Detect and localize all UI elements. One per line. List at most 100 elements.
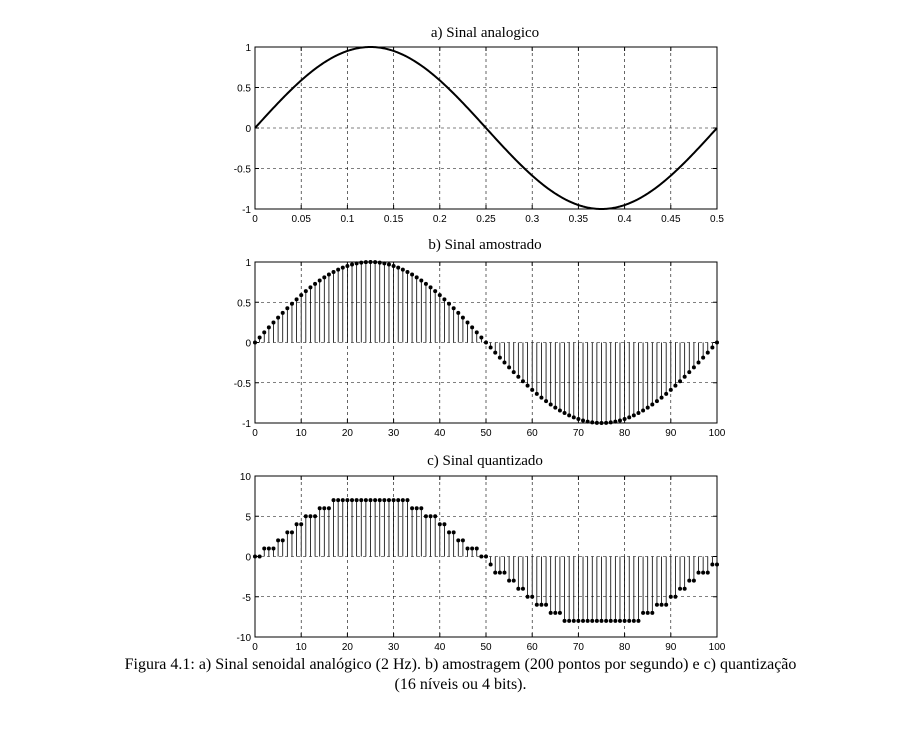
stem-marker (562, 618, 567, 623)
y-tick-label: 0.5 (237, 84, 251, 95)
stem-marker (331, 498, 336, 503)
stem-marker (303, 289, 308, 294)
stem-marker (423, 514, 428, 519)
stem-marker (548, 610, 553, 615)
stem-marker (581, 618, 586, 623)
stem-marker (447, 301, 452, 306)
stem-marker (437, 522, 442, 527)
stem-marker (340, 265, 345, 270)
stem-marker (650, 402, 655, 407)
stem-marker (280, 538, 285, 543)
stem-marker (257, 335, 262, 340)
x-tick-label: 40 (434, 428, 446, 439)
stem-marker (437, 293, 442, 298)
panel-a-grid (254, 46, 718, 210)
stem-marker (705, 570, 710, 575)
stem-marker (567, 618, 572, 623)
stem-marker (470, 546, 475, 551)
x-tick-label: 30 (388, 428, 400, 439)
figure: a) Sinal analogico 0 0.05 0.1 0.15 0.2 0… (234, 25, 726, 650)
stem-marker (391, 263, 396, 268)
stem-marker (604, 618, 609, 623)
stem-marker (544, 399, 549, 404)
stem-marker (539, 395, 544, 400)
stem-marker (262, 546, 267, 551)
x-tick-label: 50 (480, 428, 492, 439)
stem-marker (442, 522, 447, 527)
stem-marker (497, 570, 502, 575)
stem-marker (576, 417, 581, 422)
x-tick-label: 70 (573, 642, 585, 650)
stem-marker (696, 570, 701, 575)
y-tick-label: 0 (245, 553, 251, 564)
stem-marker (641, 610, 646, 615)
panel-c-series (253, 498, 719, 623)
stem-marker (668, 594, 673, 599)
panel-b-title: b) Sinal amostrado (428, 237, 541, 253)
stem-marker (382, 498, 387, 503)
x-tick-label: 70 (573, 428, 585, 439)
stem-marker (613, 419, 618, 424)
stem-marker (460, 315, 465, 320)
stem-marker (687, 370, 692, 375)
stem-marker (604, 420, 609, 425)
stem-marker (396, 498, 401, 503)
stem-marker (386, 498, 391, 503)
stem-marker (363, 498, 368, 503)
stem-marker (631, 618, 636, 623)
stem-marker (400, 498, 405, 503)
panel-a-title: a) Sinal analogico (431, 25, 539, 41)
panel-a: a) Sinal analogico 0 0.05 0.1 0.15 0.2 0… (234, 25, 725, 225)
stem-marker (507, 365, 512, 370)
stem-marker (414, 506, 419, 511)
stem-marker (479, 335, 484, 340)
stem-marker (502, 360, 507, 365)
stem-marker (562, 411, 567, 416)
panel-a-series (254, 45, 718, 211)
x-tick-label: 20 (342, 428, 354, 439)
stem-marker (641, 408, 646, 413)
stem-marker (456, 310, 461, 315)
stem-marker (571, 618, 576, 623)
stem-marker (608, 420, 613, 425)
stem-marker (396, 265, 401, 270)
stem-marker (340, 498, 345, 503)
stem-marker (581, 418, 586, 423)
y-tick-label: -0.5 (234, 379, 252, 390)
stem-marker (359, 260, 364, 265)
stem-marker (368, 498, 373, 503)
stem-marker (350, 498, 355, 503)
x-tick-label: 100 (709, 642, 726, 650)
stem-marker (447, 530, 452, 535)
panel-b-x-ticks: 0 10 20 30 40 50 60 70 80 90 100 (252, 428, 726, 439)
stem-marker (484, 554, 488, 559)
stem-marker (544, 602, 549, 607)
x-tick-label: 0 (252, 214, 258, 225)
stem-marker (354, 498, 359, 503)
panel-b-series (253, 260, 719, 425)
stem-marker (682, 374, 687, 379)
stem-marker (622, 618, 627, 623)
stem-marker (488, 345, 493, 350)
stem-marker (520, 586, 525, 591)
x-tick-label: 0.4 (618, 214, 632, 225)
stem-marker (285, 530, 290, 535)
stem-marker (423, 281, 428, 286)
stem-marker (673, 594, 678, 599)
y-tick-label: 0 (245, 339, 251, 350)
x-tick-label: 0.45 (661, 214, 681, 225)
stem-marker (622, 417, 627, 422)
stem-marker (617, 418, 622, 423)
x-tick-label: 0 (252, 642, 258, 650)
x-tick-label: 0.3 (525, 214, 539, 225)
stem-marker (326, 506, 331, 511)
stem-marker (520, 379, 525, 384)
stem-marker (668, 387, 673, 392)
stem-marker (687, 578, 692, 583)
y-tick-label: -10 (237, 633, 252, 644)
x-tick-label: 0.35 (569, 214, 589, 225)
stem-marker (599, 618, 604, 623)
stem-marker (345, 263, 350, 268)
x-tick-label: 90 (665, 428, 677, 439)
stem-marker (691, 365, 696, 370)
